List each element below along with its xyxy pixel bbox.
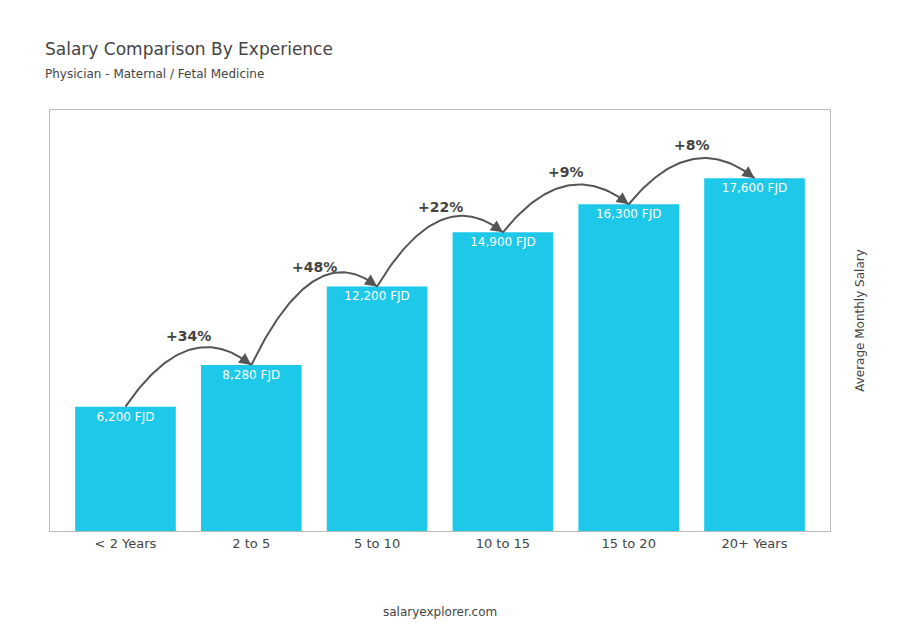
- svg-text:< 2 Years: < 2 Years: [95, 536, 157, 551]
- svg-text:15 to 20: 15 to 20: [602, 536, 656, 551]
- svg-text:12,200 FJD: 12,200 FJD: [344, 289, 409, 303]
- svg-text:+48%: +48%: [292, 259, 337, 275]
- svg-text:+22%: +22%: [418, 199, 463, 215]
- svg-text:17,600 FJD: 17,600 FJD: [722, 181, 787, 195]
- svg-text:Salary Comparison By Experienc: Salary Comparison By Experience: [45, 39, 333, 59]
- svg-text:Average Monthly Salary: Average Monthly Salary: [853, 249, 867, 392]
- svg-text:16,300 FJD: 16,300 FJD: [596, 207, 661, 221]
- svg-text:Physician - Maternal / Fetal M: Physician - Maternal / Fetal Medicine: [45, 67, 264, 81]
- svg-text:2 to 5: 2 to 5: [232, 536, 270, 551]
- svg-text:6,200 FJD: 6,200 FJD: [97, 410, 155, 424]
- svg-text:+8%: +8%: [674, 137, 710, 153]
- svg-text:+9%: +9%: [548, 164, 584, 180]
- svg-text:5 to 10: 5 to 10: [354, 536, 400, 551]
- svg-text:+34%: +34%: [166, 328, 211, 344]
- svg-text:salaryexplorer.com: salaryexplorer.com: [383, 605, 497, 619]
- svg-text:20+ Years: 20+ Years: [722, 536, 788, 551]
- svg-text:14,900 FJD: 14,900 FJD: [470, 235, 535, 249]
- svg-text:10 to 15: 10 to 15: [476, 536, 530, 551]
- svg-text:8,280 FJD: 8,280 FJD: [222, 368, 280, 382]
